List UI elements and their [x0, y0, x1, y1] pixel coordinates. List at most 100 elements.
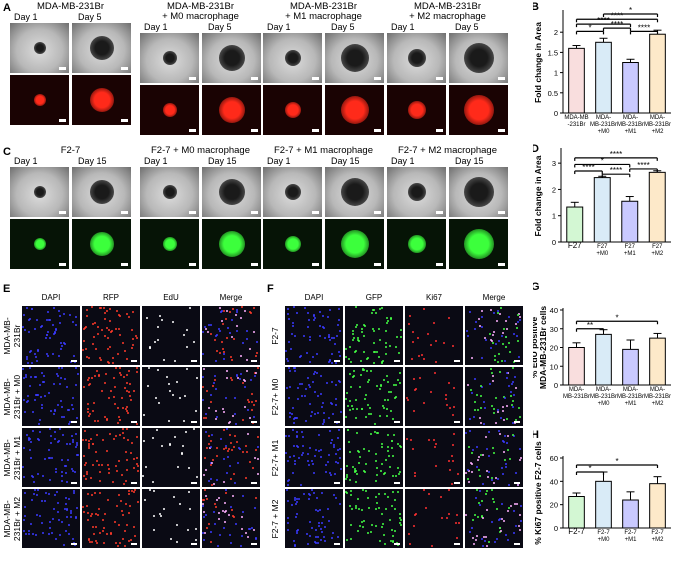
- cell-nucleus: [458, 522, 460, 524]
- cell-nucleus: [380, 470, 382, 472]
- cell-nucleus: [122, 432, 124, 434]
- group-title: MDA-MB-231Br + M1 macrophage: [285, 1, 362, 22]
- cell-nucleus: [448, 513, 450, 515]
- cell-nucleus: [503, 451, 505, 453]
- cell-nucleus: [285, 452, 287, 454]
- cell-nucleus: [42, 532, 44, 534]
- x-tick-label: MDA-MB-231Br +M1: [617, 115, 644, 135]
- cell-nucleus: [22, 326, 24, 328]
- scale-bar: [374, 77, 381, 80]
- cell-nucleus: [408, 533, 410, 535]
- cell-nucleus: [65, 530, 67, 532]
- cell-nucleus: [108, 329, 110, 331]
- cell-nucleus: [146, 317, 148, 319]
- cell-nucleus: [296, 530, 298, 532]
- cell-nucleus: [293, 445, 295, 447]
- cell-nucleus: [223, 481, 225, 483]
- cell-nucleus: [67, 459, 69, 461]
- cell-nucleus: [519, 416, 521, 418]
- cell-nucleus: [245, 445, 247, 447]
- cell-nucleus: [96, 370, 98, 372]
- cell-nucleus: [104, 416, 106, 418]
- cell-nucleus: [516, 335, 518, 337]
- cell-nucleus: [253, 307, 255, 309]
- cell-nucleus: [216, 499, 218, 501]
- cell-nucleus: [448, 489, 450, 491]
- cell-nucleus: [41, 522, 43, 524]
- cell-nucleus: [398, 473, 400, 475]
- cell-nucleus: [508, 316, 510, 318]
- cell-nucleus: [492, 380, 494, 382]
- cell-nucleus: [376, 432, 378, 434]
- cell-nucleus: [98, 375, 100, 377]
- cell-nucleus: [87, 519, 89, 521]
- cell-nucleus: [491, 405, 493, 407]
- cell-nucleus: [97, 333, 99, 335]
- cell-nucleus: [247, 433, 249, 435]
- cell-nucleus: [512, 406, 514, 408]
- chart-g: G% EdU positiveMDA-MB-231Br cells0102030…: [533, 281, 671, 407]
- cell-nucleus: [467, 478, 469, 480]
- cell-nucleus: [242, 495, 244, 497]
- cell-nucleus: [345, 398, 347, 400]
- cell-nucleus: [309, 386, 311, 388]
- cell-nucleus: [367, 532, 369, 534]
- cell-nucleus: [412, 341, 414, 343]
- cell-nucleus: [158, 402, 160, 404]
- microscopy-image: [345, 428, 403, 487]
- cell-nucleus: [210, 478, 212, 480]
- cell-nucleus: [512, 367, 514, 369]
- cell-nucleus: [410, 439, 412, 441]
- cell-nucleus: [98, 508, 100, 510]
- cell-nucleus: [383, 534, 385, 536]
- cell-nucleus: [392, 418, 394, 420]
- cell-nucleus: [59, 534, 61, 536]
- microscopy-image: [22, 306, 80, 365]
- cell-nucleus: [407, 399, 409, 401]
- cell-nucleus: [516, 327, 518, 329]
- cell-nucleus: [502, 332, 504, 334]
- cell-nucleus: [471, 527, 473, 529]
- spheroid: [33, 42, 46, 54]
- cell-nucleus: [72, 321, 74, 323]
- cell-nucleus: [65, 503, 67, 505]
- cell-nucleus: [50, 435, 52, 437]
- cell-nucleus: [367, 404, 369, 406]
- cell-nucleus: [346, 492, 348, 494]
- cell-nucleus: [53, 333, 55, 335]
- cell-nucleus: [66, 509, 68, 511]
- significance-label: *: [629, 6, 632, 15]
- scale-bar: [121, 263, 128, 266]
- cell-nucleus: [357, 530, 359, 532]
- cell-nucleus: [204, 489, 206, 491]
- cell-nucleus: [254, 457, 256, 459]
- cell-nucleus: [313, 315, 315, 317]
- cell-nucleus: [472, 537, 474, 539]
- cell-nucleus: [136, 457, 138, 459]
- cell-nucleus: [208, 435, 210, 437]
- cell-nucleus: [136, 463, 138, 465]
- scale-bar: [312, 263, 319, 266]
- cell-nucleus: [209, 447, 211, 449]
- cell-nucleus: [61, 406, 63, 408]
- cell-nucleus: [82, 439, 84, 441]
- cell-nucleus: [375, 508, 377, 510]
- bar: [566, 206, 584, 243]
- cell-nucleus: [248, 401, 250, 403]
- cell-nucleus: [204, 457, 206, 459]
- cell-nucleus: [256, 352, 258, 354]
- cell-nucleus: [508, 484, 510, 486]
- cell-nucleus: [215, 418, 217, 420]
- cell-nucleus: [481, 386, 483, 388]
- cell-nucleus: [256, 341, 258, 343]
- cell-nucleus: [83, 328, 85, 330]
- cell-nucleus: [230, 442, 232, 444]
- brightfield-image: [10, 167, 69, 217]
- microscopy-image: [285, 428, 343, 487]
- cell-nucleus: [302, 436, 304, 438]
- cell-nucleus: [320, 393, 322, 395]
- cell-nucleus: [335, 398, 337, 400]
- cell-nucleus: [370, 370, 372, 372]
- cell-nucleus: [364, 471, 366, 473]
- y-tick-label: 20: [550, 501, 558, 510]
